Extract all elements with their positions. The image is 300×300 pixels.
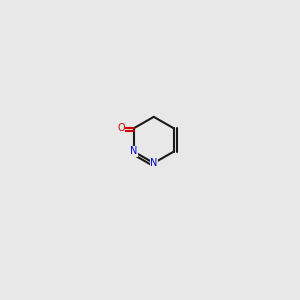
Text: O: O — [117, 123, 124, 134]
Text: N: N — [130, 146, 137, 157]
Text: N: N — [150, 158, 158, 168]
